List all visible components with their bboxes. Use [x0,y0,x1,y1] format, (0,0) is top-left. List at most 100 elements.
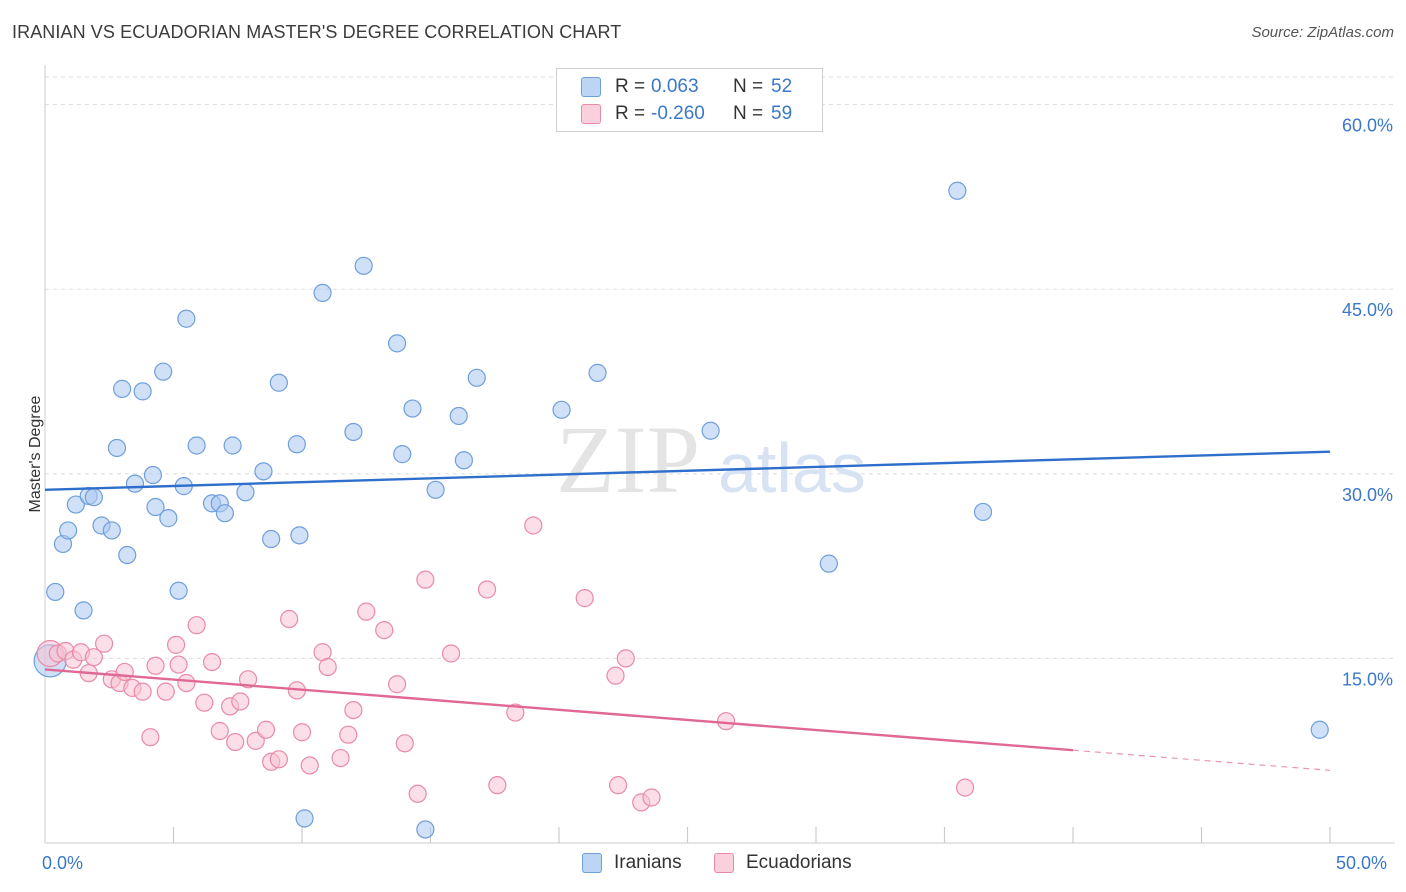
ecuadorian-point [575,589,594,608]
iranian-point [313,283,332,303]
iranian-point [215,504,234,523]
ecuadorian-point [524,516,543,535]
ecuadorian-point [488,776,507,795]
iranian-point [107,438,127,458]
iranian-point [449,406,468,426]
iranian-point [948,181,967,200]
ecuadorian-point [231,692,250,711]
iranian-point [74,601,93,620]
iranian-point [143,465,163,485]
iranian-point [236,483,255,502]
ecuadorian-point [477,580,497,599]
ecuadorian-point [95,634,114,653]
ecuadorian-point [246,731,265,750]
ecuadorian-point [210,721,229,741]
iranians-n-value: 52 [771,76,793,97]
iranian-point [84,488,103,507]
iranian-point [701,421,720,440]
y-tick-label: 30.0% [1342,485,1393,505]
iranian-point [102,521,121,540]
ecuadorian-point [506,703,525,722]
ecuadorians-legend-label: Ecuadorians [746,852,852,873]
ecuadorians-n-value: 59 [771,103,793,124]
ecuadorian-point [955,778,975,797]
iranian-point [354,256,373,275]
ecuadorian-point [300,756,319,775]
bottom-legend-iranians: Iranians [582,852,682,874]
ecuadorian-point [292,723,312,742]
ecuadorian-point [256,720,276,739]
iranian-point [66,495,85,514]
ecuadorian-point [375,620,394,640]
iranian-trend-line [44,450,1331,492]
ecuadorian-point [84,648,103,667]
r-label: R = [615,103,646,124]
iranian-point [146,497,165,517]
iranian-point [112,379,132,398]
iranian-point [393,445,412,464]
iranian-point [187,436,206,455]
iranian-point [223,436,242,455]
ecuadorian-point [357,602,376,621]
iranian-point [819,554,838,573]
ecuadorian-trend-extension [1072,749,1331,771]
y-tick-label: 45.0% [1342,300,1393,320]
ecuadorian-point [195,693,214,712]
iranian-point [125,474,145,493]
ecuadorian-point [133,682,152,701]
iranian-point [177,309,196,328]
ecuadorian-point [115,662,134,682]
correlation-legend: R = 0.063 N = 52 R = -0.260 N = 59 [556,68,823,132]
ecuadorian-point [156,682,175,701]
ecuadorians-legend-swatch [714,853,734,873]
iranian-point [295,809,314,828]
iranian-point [254,462,273,481]
ecuadorian-point [169,655,188,674]
iranian-point [467,368,486,387]
x-max-label: 50.0% [1336,853,1388,873]
ecuadorian-point [716,712,736,731]
ecuadorian-point [606,666,625,685]
ecuadorian-point [416,570,435,589]
ecuadorian-point [166,635,186,654]
gridlines [45,76,1395,659]
iranian-point [588,363,607,382]
ecuadorian-point [318,657,337,677]
y-tick-label: 60.0% [1342,116,1393,136]
ecuadorian-point [226,732,245,752]
ecuadorian-point [269,750,288,769]
iranian-point [118,545,137,565]
n-label: N = [733,103,764,124]
ecuadorian-point [609,776,628,795]
iranian-point [426,480,445,499]
iranians-swatch [581,77,601,97]
iranian-point [169,581,188,600]
ecuadorian-point [177,673,196,693]
ecuadorian-point [238,670,258,689]
ecuadorian-trend-line [44,668,1074,752]
iranian-point [344,422,363,442]
ecuadorians-swatch [581,104,601,124]
legend-row-ecuadorians: R = -0.260 N = 59 [581,102,792,126]
iranian-point [159,509,178,528]
ecuadorian-point [202,652,222,672]
ecuadorian-point [387,675,407,694]
iranian-point [287,435,306,454]
iranian-point [262,529,281,549]
ecuadorian-point [642,788,661,807]
iranian-point [46,582,65,602]
ecuadorian-point [344,700,363,720]
iranian-point [1310,720,1329,739]
iranian-point [416,820,435,839]
iranian-point [552,400,571,419]
iranian-point [154,362,173,381]
ecuadorian-point [395,734,414,753]
ecuadorian-point [280,609,299,629]
iranians-legend-swatch [582,853,602,873]
iranian-point [403,399,422,418]
n-label: N = [733,76,764,97]
ecuadorians-r-value: -0.260 [651,103,705,124]
watermark-zip: ZIP [556,406,700,513]
iranian-point [290,526,309,545]
